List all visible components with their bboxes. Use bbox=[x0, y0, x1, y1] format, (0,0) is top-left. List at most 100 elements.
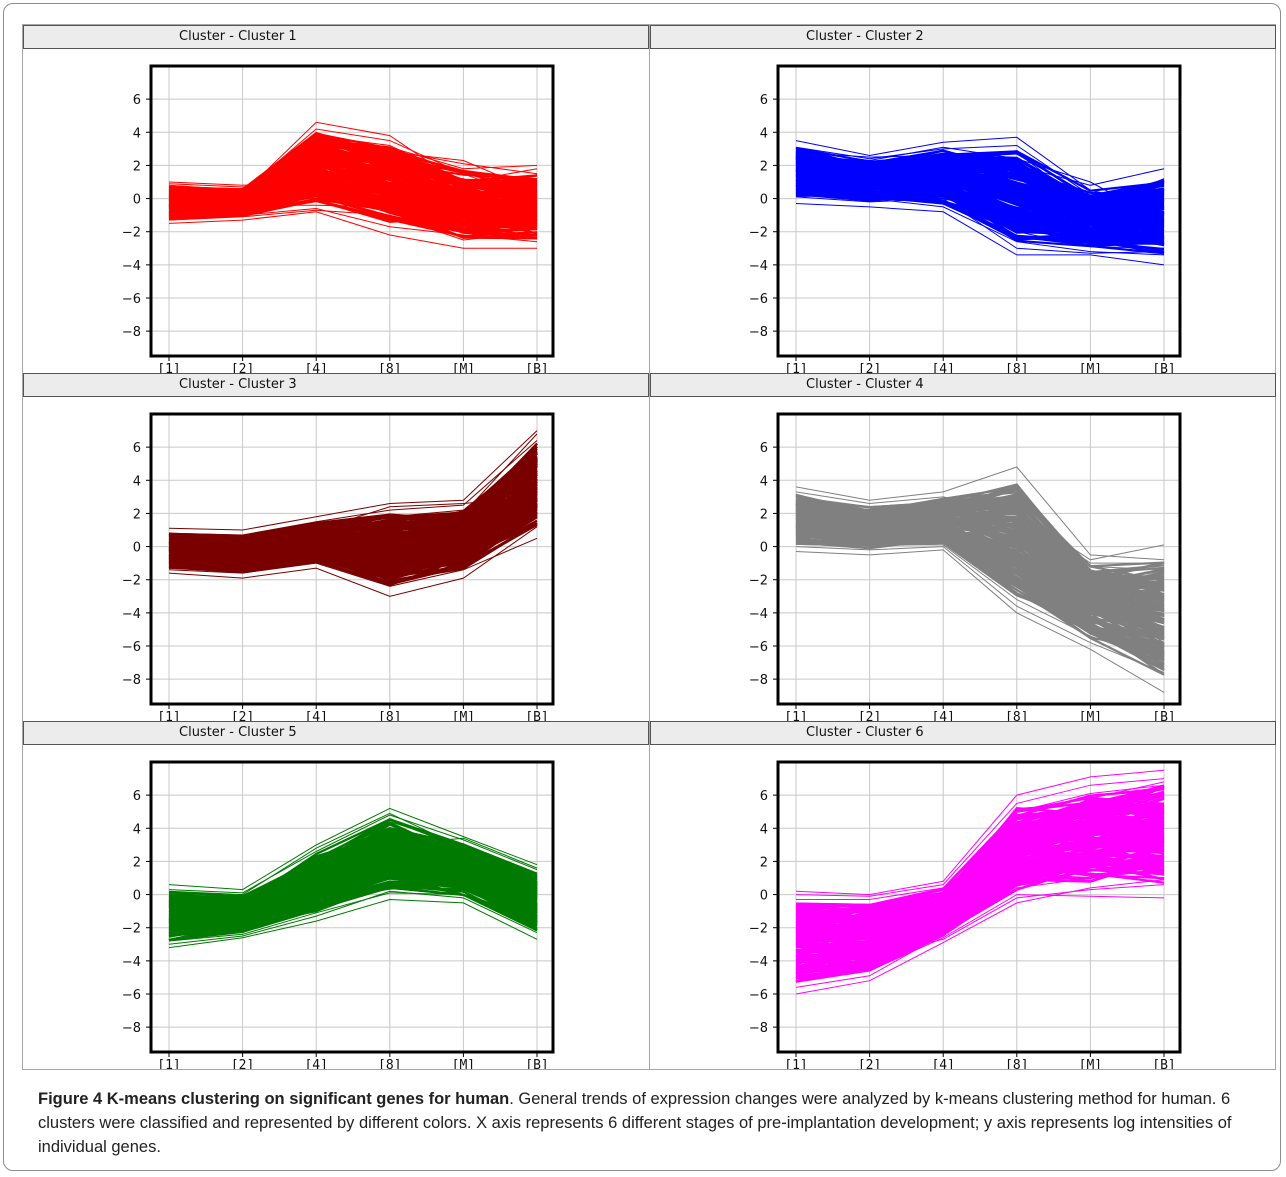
x-tick-label: [4] bbox=[931, 1058, 954, 1069]
axes-frame bbox=[149, 412, 555, 706]
y-tick-label: 0 bbox=[760, 541, 768, 556]
y-tick-label: 0 bbox=[133, 193, 141, 208]
series-line bbox=[795, 884, 1165, 958]
x-tick-label: [B] bbox=[525, 362, 548, 373]
panel-title: Cluster - Cluster 6 bbox=[806, 725, 924, 740]
series-line bbox=[795, 509, 1165, 597]
series-line bbox=[795, 549, 1165, 693]
series-line bbox=[795, 781, 1165, 988]
series-line bbox=[168, 433, 538, 561]
series-line bbox=[795, 796, 1165, 932]
series-line bbox=[168, 479, 538, 554]
y-tick-label: −6 bbox=[749, 988, 768, 1003]
x-tick-label: [M] bbox=[1079, 362, 1102, 373]
y-tick-label: −2 bbox=[122, 574, 141, 589]
series-line bbox=[795, 161, 1165, 203]
x-tick-label: [8] bbox=[1005, 362, 1028, 373]
series-line bbox=[168, 174, 538, 216]
y-tick-label: 6 bbox=[760, 441, 768, 456]
series-line bbox=[795, 529, 1165, 637]
x-tick-label: [M] bbox=[452, 362, 475, 373]
y-tick-label: −8 bbox=[122, 673, 141, 688]
y-tick-label: 6 bbox=[133, 789, 141, 804]
cluster-chart: 6 4 2 0 −2 −4 −6 −8 [1] [2] [4] [8] [M] [B] bbox=[122, 64, 555, 373]
series-line bbox=[168, 821, 538, 899]
y-tick-label: −8 bbox=[122, 1021, 141, 1036]
cluster-panel-grid: Cluster - Cluster 1 6 4 2 0 −2 −4 −6 −8 [1] [2] [4… bbox=[22, 24, 1276, 1070]
panel-title: Cluster - Cluster 5 bbox=[179, 725, 297, 740]
cluster-panel-6: Cluster - Cluster 6 6 4 2 0 −2 −4 −6 −8 [1] [2] [4… bbox=[650, 721, 1276, 1069]
series-line bbox=[795, 169, 1165, 223]
series-line bbox=[168, 183, 538, 200]
x-tick-label: [8] bbox=[1005, 1058, 1028, 1069]
series-line bbox=[795, 146, 1165, 223]
x-tick-label: [M] bbox=[1079, 710, 1102, 721]
series-line bbox=[168, 882, 538, 935]
series-line bbox=[168, 898, 538, 949]
series-line bbox=[795, 522, 1165, 644]
series-line bbox=[168, 154, 538, 216]
y-tick-label: 0 bbox=[760, 193, 768, 208]
series-line bbox=[795, 151, 1165, 210]
series-line bbox=[795, 894, 1165, 982]
y-tick-label: −2 bbox=[749, 226, 768, 241]
series-line bbox=[168, 526, 538, 597]
series-line bbox=[795, 814, 1165, 920]
axes-frame bbox=[149, 64, 555, 358]
series-line bbox=[795, 869, 1165, 954]
x-tick-label: [1] bbox=[157, 710, 180, 721]
series-line bbox=[795, 804, 1165, 914]
series-line bbox=[795, 854, 1165, 945]
y-tick-label: −8 bbox=[122, 325, 141, 340]
series-line bbox=[168, 209, 538, 241]
y-tick-label: 4 bbox=[133, 822, 141, 837]
y-tick-label: 4 bbox=[760, 474, 768, 489]
cluster-chart: 6 4 2 0 −2 −4 −6 −8 [1] [2] [4] [8] [M] [B] bbox=[749, 412, 1182, 721]
series-line bbox=[795, 178, 1165, 229]
y-tick-label: 0 bbox=[133, 541, 141, 556]
y-tick-label: 2 bbox=[133, 159, 141, 174]
panel-title-bar: Cluster - Cluster 6 bbox=[650, 721, 1276, 745]
x-tick-label: [2] bbox=[858, 1058, 881, 1069]
series-line bbox=[168, 870, 538, 929]
cluster-chart: 6 4 2 0 −2 −4 −6 −8 [1] [2] [4] [8] [M] [B] bbox=[122, 412, 555, 721]
y-tick-label: −6 bbox=[749, 292, 768, 307]
axes-frame bbox=[776, 760, 1182, 1054]
series-line bbox=[795, 769, 1165, 896]
caption-title: Figure 4 K-means clustering on significa… bbox=[38, 1090, 510, 1108]
series-line bbox=[795, 502, 1164, 564]
series-line bbox=[795, 144, 1165, 196]
x-tick-label: [2] bbox=[858, 362, 881, 373]
profile-line bbox=[795, 792, 1165, 909]
series-line bbox=[168, 211, 537, 249]
x-tick-label: [4] bbox=[931, 362, 954, 373]
y-tick-label: −6 bbox=[122, 640, 141, 655]
axes-frame bbox=[149, 760, 555, 1054]
x-tick-label: [2] bbox=[231, 710, 254, 721]
series-line bbox=[795, 179, 1165, 236]
series-line bbox=[168, 814, 538, 894]
y-tick-label: −4 bbox=[122, 955, 141, 970]
series-line bbox=[168, 499, 538, 564]
profile-line bbox=[795, 486, 1165, 581]
x-tick-label: [4] bbox=[304, 362, 327, 373]
series-line bbox=[168, 158, 538, 195]
series-line bbox=[168, 489, 538, 559]
cluster-chart: 6 4 2 0 −2 −4 −6 −8 [1] [2] [4] [8] [M] [B] bbox=[749, 64, 1182, 373]
series-line bbox=[795, 136, 1165, 208]
axes-frame bbox=[776, 64, 1182, 358]
series-line bbox=[168, 453, 538, 564]
x-tick-label: [B] bbox=[1152, 710, 1175, 721]
y-tick-label: 2 bbox=[760, 507, 768, 522]
series-line bbox=[795, 496, 1165, 571]
series-line bbox=[795, 174, 1165, 229]
x-tick-label: [8] bbox=[1005, 710, 1028, 721]
y-tick-label: 0 bbox=[760, 889, 768, 904]
panel-title-bar: Cluster - Cluster 4 bbox=[650, 373, 1276, 397]
panel-title-bar: Cluster - Cluster 2 bbox=[650, 25, 1276, 49]
x-tick-label: [8] bbox=[378, 710, 401, 721]
y-tick-label: 6 bbox=[760, 93, 768, 108]
y-tick-label: −8 bbox=[749, 325, 768, 340]
series-line bbox=[795, 841, 1165, 937]
profile-line bbox=[795, 786, 1165, 920]
